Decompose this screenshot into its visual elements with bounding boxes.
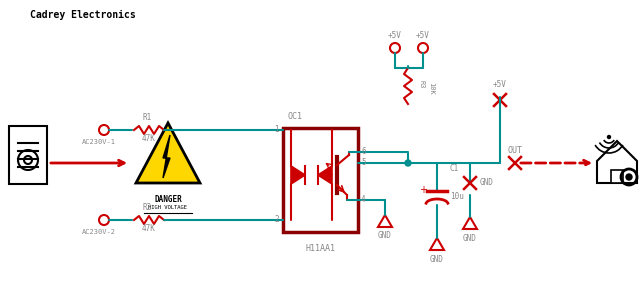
Text: AC230V-2: AC230V-2 <box>82 229 116 235</box>
Circle shape <box>608 136 610 138</box>
Polygon shape <box>318 166 332 184</box>
Text: OUT: OUT <box>508 146 522 155</box>
Text: R2: R2 <box>142 203 152 212</box>
Text: 2: 2 <box>274 215 279 224</box>
Text: GND: GND <box>463 234 477 243</box>
Text: R1: R1 <box>142 113 152 122</box>
Text: 1: 1 <box>274 125 279 134</box>
Text: DANGER: DANGER <box>154 195 182 204</box>
Text: 47K: 47K <box>142 134 156 143</box>
Text: H11AA1: H11AA1 <box>306 244 335 253</box>
Text: C1: C1 <box>450 164 459 173</box>
Text: 10K: 10K <box>428 81 434 95</box>
Text: +5V: +5V <box>388 31 402 40</box>
Polygon shape <box>597 141 637 183</box>
Text: Cadrey Electronics: Cadrey Electronics <box>30 10 136 20</box>
Text: GND: GND <box>430 255 444 264</box>
Text: 10u: 10u <box>450 192 464 201</box>
Polygon shape <box>291 166 305 184</box>
Text: 6: 6 <box>361 147 365 156</box>
Polygon shape <box>136 123 200 183</box>
Text: +5V: +5V <box>493 80 507 89</box>
Text: HIGH VOLTAGE: HIGH VOLTAGE <box>149 205 188 210</box>
Text: GND: GND <box>480 178 494 187</box>
Bar <box>283 128 358 232</box>
Bar <box>611 170 623 183</box>
Text: 5: 5 <box>361 158 365 167</box>
Circle shape <box>626 174 632 180</box>
Text: 47K: 47K <box>142 224 156 233</box>
Text: OC1: OC1 <box>288 112 303 121</box>
Circle shape <box>405 160 411 166</box>
FancyBboxPatch shape <box>9 126 47 184</box>
Polygon shape <box>163 135 170 178</box>
Text: AC230V-1: AC230V-1 <box>82 139 116 145</box>
Text: +5V: +5V <box>416 31 430 40</box>
Text: 4: 4 <box>361 195 365 204</box>
Text: GND: GND <box>378 231 392 240</box>
Text: +: + <box>419 185 427 195</box>
Text: R3: R3 <box>418 80 424 88</box>
